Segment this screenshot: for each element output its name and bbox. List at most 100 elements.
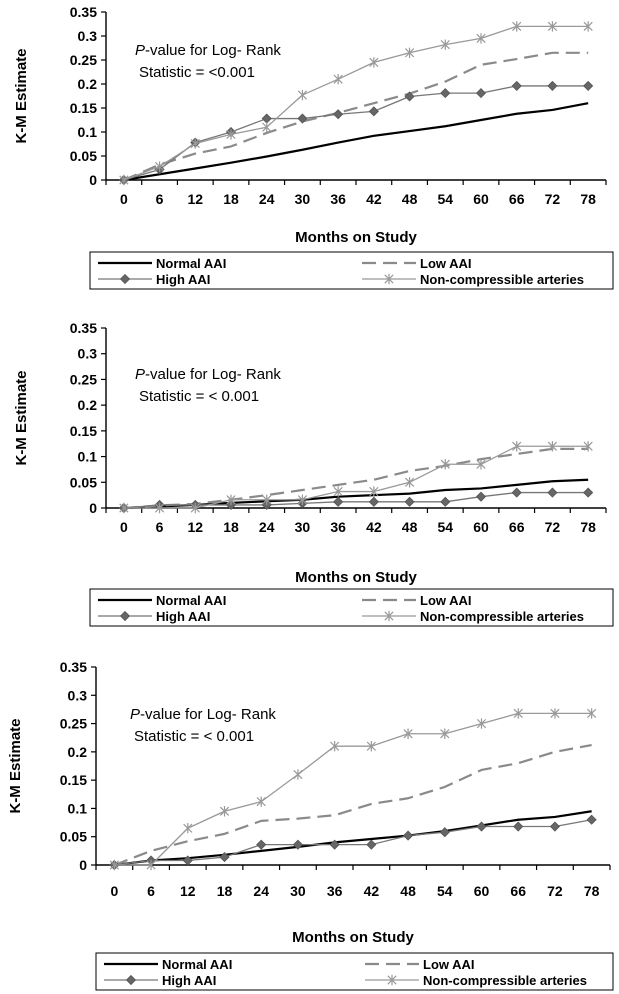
data-point: [292, 839, 303, 850]
x-tick-label: 78: [584, 883, 600, 899]
x-tick-label: 78: [580, 191, 596, 207]
x-tick-label: 42: [366, 519, 382, 535]
y-tick-label: 0.25: [70, 52, 97, 68]
y-tick-label: 0.25: [60, 716, 87, 732]
data-point: [333, 74, 343, 85]
series-low-aai: [123, 447, 589, 510]
data-point: [154, 161, 165, 172]
series-low-aai: [113, 743, 592, 867]
data-point: [333, 486, 343, 497]
data-point: [587, 708, 597, 719]
km-chart-3: 0 0.05 0.1 0.15 0.2 0.25 0.3 0.35 0 6 12 18 24 30 36 42…: [7, 659, 614, 991]
series-high-aai: [118, 80, 594, 186]
y-tick-label: 0.15: [60, 772, 87, 788]
y-tick-label: 0.1: [68, 800, 88, 816]
data-point: [403, 830, 414, 841]
series-line: [123, 445, 589, 509]
km-chart-1: 0 0.05 0.1 0.15 0.2 0.25 0.3 0.35 0 6 12 18 24 30 36 42…: [13, 4, 614, 290]
x-tick-label: 18: [217, 883, 233, 899]
legend: Normal AAI Low AAI High AAI Non-compressibl…: [89, 251, 614, 290]
data-point: [476, 821, 487, 832]
data-point: [547, 80, 558, 91]
legend-label: Low AAI: [423, 957, 475, 972]
data-point: [219, 852, 230, 863]
x-tick-label: 36: [330, 191, 346, 207]
x-tick-label: 54: [437, 883, 453, 899]
x-tick-label: 66: [509, 191, 525, 207]
y-tick-label: 0.35: [70, 4, 97, 20]
legend-label: Non-compressible arteries: [423, 973, 587, 988]
series-line: [123, 85, 589, 181]
series-line: [114, 810, 592, 867]
data-point: [256, 796, 266, 807]
data-point: [475, 491, 487, 502]
series-non-compressible-arteries: [109, 708, 597, 871]
data-point: [439, 827, 450, 838]
x-tick-label: 78: [580, 519, 596, 535]
y-tick-label: 0.15: [70, 100, 97, 116]
x-tick-label: 36: [330, 519, 346, 535]
data-point: [109, 859, 119, 871]
data-point: [183, 823, 193, 834]
y-tick-label: 0: [79, 857, 87, 873]
data-point: [119, 174, 129, 186]
data-point: [368, 496, 379, 507]
data-point: [226, 129, 236, 140]
data-point: [333, 496, 344, 507]
x-tick-label: 48: [400, 883, 416, 899]
data-point: [369, 486, 379, 497]
data-point: [262, 122, 272, 133]
data-point: [550, 708, 560, 719]
y-tick-label: 0: [89, 500, 97, 516]
x-tick-label: 60: [473, 519, 489, 535]
y-tick-label: 0.05: [70, 148, 97, 164]
data-point: [440, 728, 450, 739]
series-line: [114, 819, 592, 866]
data-point: [440, 496, 451, 507]
legend: Normal AAI Low AAI High AAI Non-compressibl…: [95, 952, 614, 991]
data-point: [476, 459, 486, 470]
x-tick-label: 48: [402, 519, 418, 535]
km-chart-2: 0 0.05 0.1 0.15 0.2 0.25 0.3 0.35 0 6 12 18 24 30 36 42…: [13, 320, 614, 627]
y-tick-label: 0.3: [78, 346, 98, 362]
series-normal-aai: [114, 810, 592, 867]
legend-label: High AAI: [162, 973, 216, 988]
data-point: [583, 487, 594, 498]
x-tick-label: 60: [473, 191, 489, 207]
legend-label: Normal AAI: [156, 593, 226, 608]
y-tick-label: 0.1: [78, 124, 98, 140]
data-point: [182, 855, 193, 866]
pvalue-annotation: P-value for Log- Rank: [135, 42, 281, 59]
data-point: [219, 806, 230, 817]
x-axis-title: Months on Study: [295, 229, 417, 246]
data-point: [403, 728, 413, 739]
y-tick-label: 0: [89, 172, 97, 188]
y-axis-title: K-M Estimate: [13, 370, 30, 465]
y-tick-label: 0.25: [70, 371, 97, 387]
pvalue-statistic: Statistic = < 0.001: [139, 388, 259, 405]
data-point: [549, 821, 560, 832]
y-tick-label: 0.2: [78, 76, 98, 92]
data-point: [366, 741, 376, 752]
series-non-compressible-arteries: [119, 441, 593, 514]
x-tick-label: 12: [180, 883, 196, 899]
x-tick-label: 72: [545, 519, 561, 535]
x-tick-label: 24: [259, 191, 275, 207]
x-tick-label: 18: [223, 191, 239, 207]
series-line: [123, 491, 589, 509]
data-point: [440, 39, 450, 50]
x-tick-label: 24: [253, 883, 269, 899]
data-point: [297, 89, 308, 101]
legend-marker: [384, 610, 394, 622]
legend-label: Normal AAI: [156, 256, 226, 271]
x-tick-label: 42: [366, 191, 382, 207]
x-tick-label: 54: [437, 191, 453, 207]
y-tick-label: 0.05: [70, 474, 97, 490]
x-tick-label: 30: [295, 191, 311, 207]
x-tick-label: 30: [290, 883, 306, 899]
data-point: [404, 496, 415, 507]
x-tick-label: 6: [156, 191, 164, 207]
data-point: [547, 441, 558, 452]
data-point: [583, 441, 593, 452]
